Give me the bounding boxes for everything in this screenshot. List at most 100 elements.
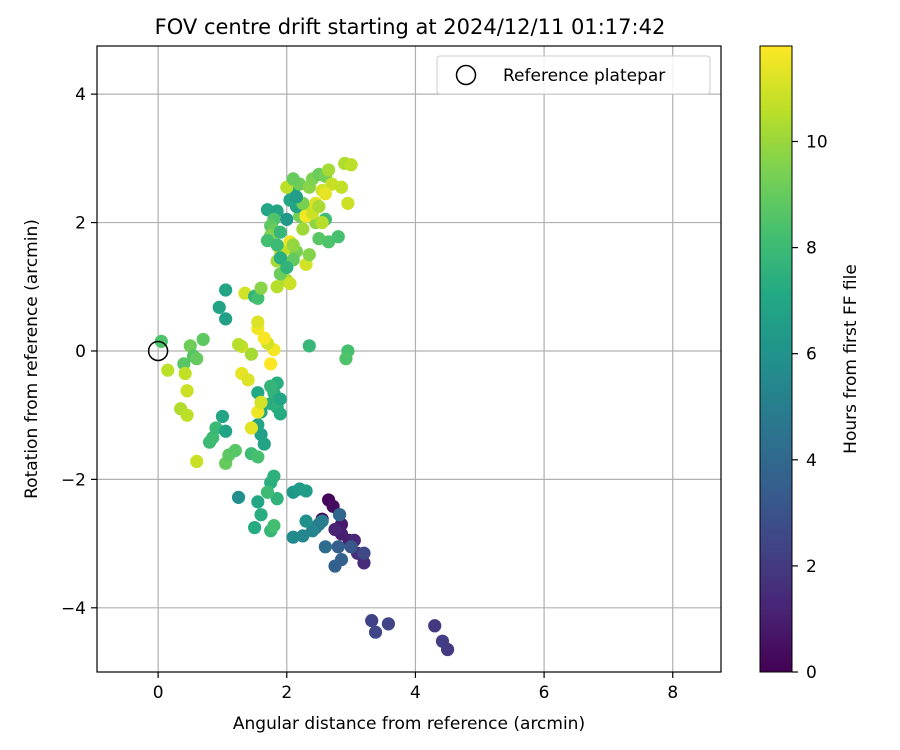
scatter-point xyxy=(381,617,396,631)
y-tick-label: −2 xyxy=(61,470,86,490)
scatter-point xyxy=(202,435,217,449)
scatter-point xyxy=(190,454,204,469)
scatter-point xyxy=(331,230,345,244)
scatter-point xyxy=(296,529,310,543)
scatter-point xyxy=(368,625,383,639)
scatter-point xyxy=(219,283,233,297)
scatter-point xyxy=(302,248,316,262)
x-tick-label: 6 xyxy=(539,683,550,703)
scatter-point xyxy=(344,540,358,554)
scatter-point xyxy=(183,339,197,353)
scatter-point xyxy=(312,199,326,214)
chart-title: FOV centre drift starting at 2024/12/11 … xyxy=(155,15,666,39)
scatter-point xyxy=(328,522,342,537)
scatter-point xyxy=(257,331,271,345)
scatter-point xyxy=(177,357,191,371)
legend-open-circle-icon xyxy=(455,64,477,86)
scatter-point xyxy=(331,540,345,554)
scatter-point xyxy=(280,260,294,275)
scatter-point xyxy=(270,280,284,294)
scatter-point xyxy=(257,437,271,451)
x-axis-label: Angular distance from reference (arcmin) xyxy=(233,714,585,734)
scatter-point xyxy=(244,347,258,361)
scatter-point xyxy=(283,276,297,291)
scatter-point xyxy=(254,508,268,522)
x-tick-label: 4 xyxy=(410,683,421,703)
plot-frame xyxy=(96,45,722,673)
scatter-point xyxy=(315,514,329,528)
scatter-point xyxy=(190,352,204,366)
scatter-point xyxy=(299,514,313,528)
colorbar-gradient xyxy=(759,45,793,673)
scatter-point xyxy=(315,215,329,230)
scatter-point xyxy=(270,238,284,252)
scatter-point xyxy=(273,225,287,239)
scatter-point xyxy=(332,508,347,522)
scatter-point xyxy=(305,524,320,538)
scatter-point xyxy=(280,212,294,226)
scatter-point xyxy=(180,384,194,398)
scatter-point xyxy=(178,366,192,381)
scatter-point xyxy=(251,291,265,305)
scatter-point xyxy=(273,392,287,406)
scatter-point xyxy=(270,492,284,506)
scatter-point xyxy=(334,553,349,567)
colorbar: 0 2 4 6 8 10 Hours from first FF file xyxy=(759,45,861,683)
scatter-point xyxy=(289,190,304,204)
scatter-point xyxy=(180,408,194,422)
scatter-point xyxy=(215,409,230,424)
scatter-point xyxy=(318,540,332,554)
y-axis-label: Rotation from reference (arcmin) xyxy=(22,219,42,499)
scatter-point xyxy=(219,312,233,326)
colorbar-tick-label: 10 xyxy=(806,132,828,152)
y-axis-ticks: −4 −2 0 2 4 xyxy=(61,85,97,619)
scatter-point xyxy=(231,337,246,352)
x-tick-label: 0 xyxy=(153,683,164,703)
y-tick-label: −4 xyxy=(61,599,86,619)
scatter-point xyxy=(296,222,310,236)
legend-label: Reference platepar xyxy=(503,66,665,86)
reference-point xyxy=(147,340,169,362)
scatter-point xyxy=(344,158,358,172)
colorbar-tick-label: 0 xyxy=(806,663,817,683)
colorbar-tick-label: 2 xyxy=(806,557,817,577)
scatter-point xyxy=(341,196,355,210)
colorbar-tick-label: 4 xyxy=(806,451,817,471)
scatter-point xyxy=(302,339,316,353)
scatter-point xyxy=(273,407,287,421)
scatter-point xyxy=(428,619,442,633)
reference-platepar-marker xyxy=(147,340,169,362)
scatter-point xyxy=(321,235,336,249)
scatter-point xyxy=(357,556,371,570)
scatter-point xyxy=(251,315,265,329)
colorbar-tick-label: 8 xyxy=(806,239,817,259)
scatter-point xyxy=(339,352,353,366)
scatter-point xyxy=(321,163,336,177)
scatter-point xyxy=(264,379,278,393)
scatter-point xyxy=(286,530,300,544)
scatter-point xyxy=(231,490,246,504)
scatter-point xyxy=(365,614,379,628)
x-tick-label: 8 xyxy=(667,683,678,703)
scatter-point xyxy=(161,363,175,377)
y-tick-label: 4 xyxy=(75,85,86,105)
scatter-point xyxy=(244,421,258,435)
scatter-point xyxy=(241,373,255,387)
scatter-point xyxy=(260,485,275,499)
y-tick-label: 2 xyxy=(75,214,86,234)
scatter-point xyxy=(219,424,233,438)
scatter-point xyxy=(286,238,300,252)
x-axis-ticks: 0 2 4 6 8 xyxy=(153,672,678,703)
scatter-point xyxy=(318,187,332,201)
scatter-point xyxy=(334,180,349,194)
scatter-point xyxy=(264,357,278,371)
scatter-points xyxy=(154,156,455,657)
scatter-point xyxy=(260,203,275,217)
scatter-point xyxy=(196,332,210,347)
scatter-point xyxy=(357,546,371,560)
scatter-point xyxy=(440,642,455,657)
scatter-point xyxy=(254,395,268,409)
scatter-point xyxy=(254,281,268,295)
